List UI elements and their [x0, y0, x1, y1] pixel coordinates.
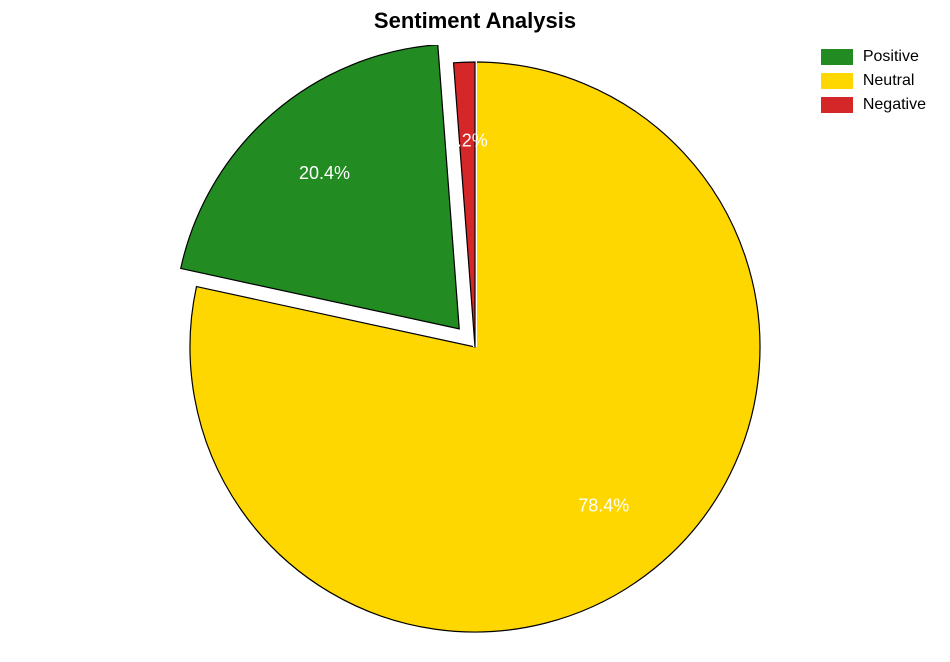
legend-swatch: [821, 73, 853, 89]
pie-slice-positive: [181, 45, 460, 329]
slice-label-neutral: 78.4%: [578, 495, 629, 515]
legend-item-negative: Negative: [821, 96, 926, 114]
legend-swatch: [821, 97, 853, 113]
legend: Positive Neutral Negative: [821, 48, 926, 120]
legend-item-neutral: Neutral: [821, 72, 926, 90]
legend-label: Neutral: [863, 72, 915, 90]
pie-canvas: 78.4% 20.4% 1.2%: [0, 45, 950, 662]
slice-label-negative: 1.2%: [447, 131, 488, 151]
chart-title: Sentiment Analysis: [0, 8, 950, 34]
legend-item-positive: Positive: [821, 48, 926, 66]
legend-swatch: [821, 49, 853, 65]
legend-label: Negative: [863, 96, 926, 114]
sentiment-pie-chart: Sentiment Analysis 78.4% 20.4% 1.2% Positi…: [0, 0, 950, 662]
slice-label-positive: 20.4%: [299, 163, 350, 183]
legend-label: Positive: [863, 48, 919, 66]
